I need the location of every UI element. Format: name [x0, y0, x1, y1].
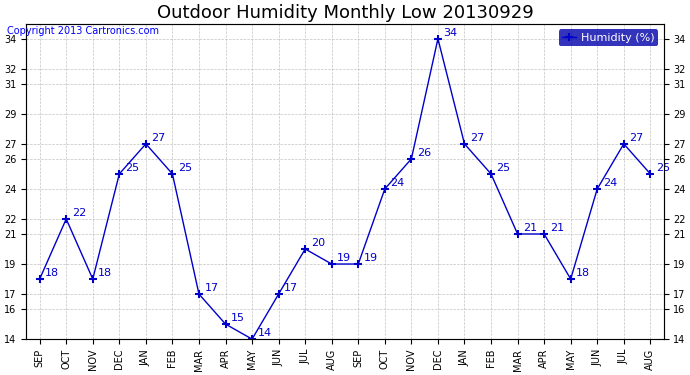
- Text: 18: 18: [576, 268, 591, 278]
- Text: 25: 25: [656, 163, 670, 173]
- Text: 17: 17: [204, 283, 219, 293]
- Text: 25: 25: [497, 163, 511, 173]
- Text: 17: 17: [284, 283, 298, 293]
- Text: 19: 19: [364, 253, 378, 263]
- Text: 34: 34: [444, 28, 457, 38]
- Text: 19: 19: [337, 253, 351, 263]
- Text: Copyright 2013 Cartronics.com: Copyright 2013 Cartronics.com: [7, 26, 159, 36]
- Text: 14: 14: [257, 328, 272, 338]
- Text: 27: 27: [470, 133, 484, 143]
- Text: 25: 25: [125, 163, 139, 173]
- Text: 21: 21: [523, 223, 538, 233]
- Text: 24: 24: [603, 178, 617, 188]
- Legend: Humidity (%): Humidity (%): [559, 29, 658, 46]
- Text: 21: 21: [550, 223, 564, 233]
- Text: 26: 26: [417, 148, 431, 158]
- Title: Outdoor Humidity Monthly Low 20130929: Outdoor Humidity Monthly Low 20130929: [157, 4, 533, 22]
- Text: 27: 27: [629, 133, 644, 143]
- Text: 24: 24: [391, 178, 404, 188]
- Text: 27: 27: [151, 133, 166, 143]
- Text: 18: 18: [46, 268, 59, 278]
- Text: 25: 25: [178, 163, 192, 173]
- Text: 22: 22: [72, 208, 86, 218]
- Text: 18: 18: [98, 268, 112, 278]
- Text: 15: 15: [231, 314, 245, 323]
- Text: 20: 20: [310, 238, 325, 248]
